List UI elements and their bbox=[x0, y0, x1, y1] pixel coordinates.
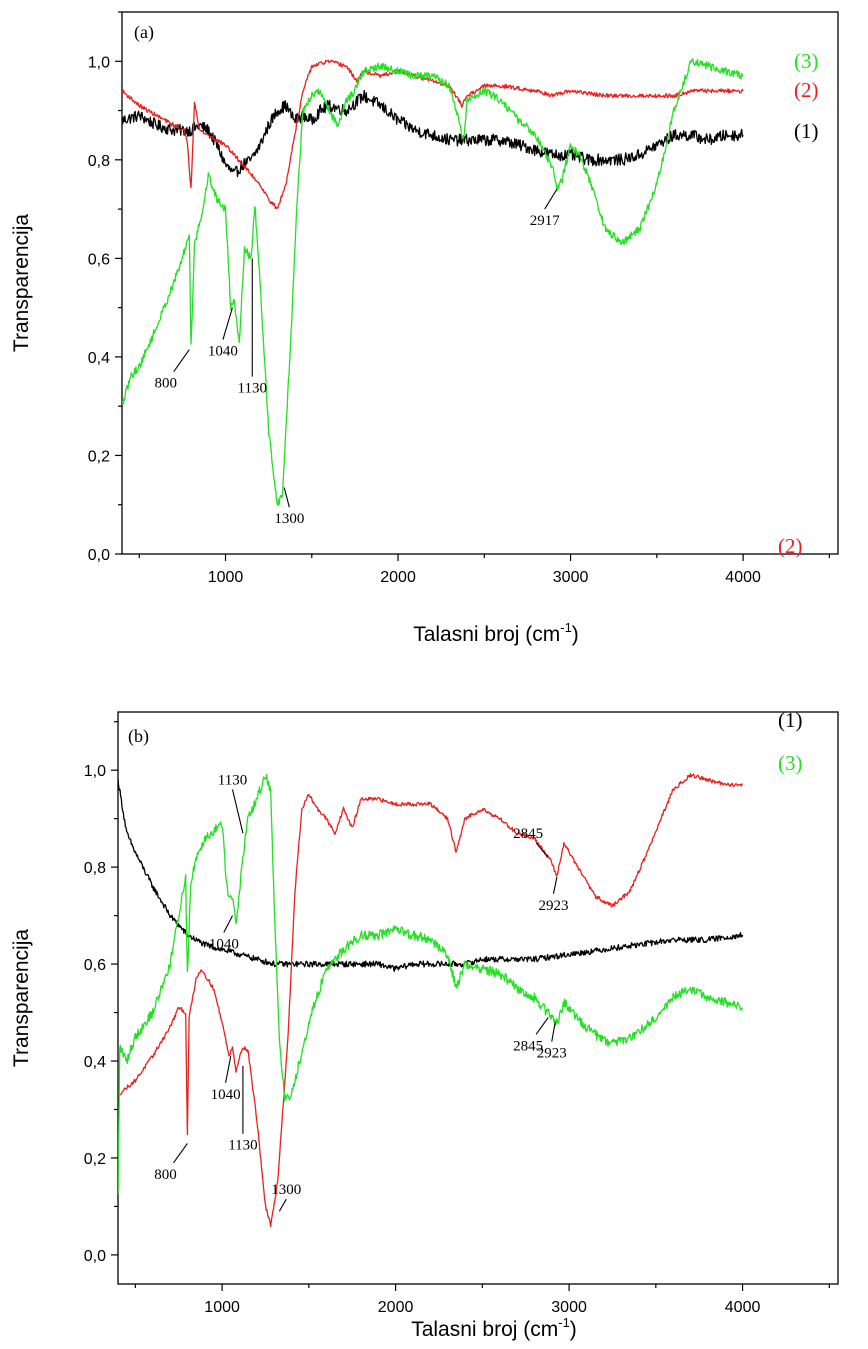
series-line-2 bbox=[118, 774, 743, 1227]
chart-panel-b: 1000 2000 3000 4000 0,0 0,2 0,4 0,6 0,8 1,0 Talasn… bbox=[10, 534, 838, 1341]
y-tick-label: 0,4 bbox=[84, 1054, 106, 1071]
x-axis-title-text: Talasni broj (cm bbox=[413, 623, 560, 646]
x-axis-title-end: ) bbox=[570, 1318, 577, 1341]
annotation-label: 800 bbox=[155, 376, 178, 392]
x-axis-title-sup: -1 bbox=[558, 1315, 570, 1330]
annotation-label: 1040 bbox=[209, 937, 239, 953]
annotation-leader bbox=[226, 1056, 231, 1083]
x-axis-title-text: Talasni broj (cm bbox=[411, 1318, 558, 1341]
annotation-leader bbox=[174, 350, 190, 372]
x-tick-label: 2000 bbox=[380, 569, 416, 586]
x-axis-title-end: ) bbox=[572, 623, 579, 646]
annotation-leader bbox=[552, 1022, 555, 1041]
annotation-label: 1130 bbox=[238, 381, 267, 397]
x-axis-title: Talasni broj (cm-1) bbox=[411, 1315, 577, 1341]
series-label-1: (1) bbox=[778, 708, 803, 732]
annotation-label: 1130 bbox=[218, 773, 247, 789]
annotation-label: 1040 bbox=[208, 344, 238, 360]
x-axis-title: Talasni broj (cm-1) bbox=[413, 620, 579, 646]
series-label-3: (3) bbox=[778, 751, 803, 775]
annotation-leader bbox=[224, 916, 233, 933]
annotation-label: 1040 bbox=[211, 1087, 241, 1103]
annotation-leader bbox=[553, 877, 556, 894]
panel-label: (b) bbox=[128, 726, 149, 747]
annotation-label: 1300 bbox=[271, 1182, 301, 1198]
annotation-label: 2923 bbox=[537, 1046, 567, 1062]
annotation-leader bbox=[536, 843, 548, 858]
x-axis-title-sup: -1 bbox=[560, 620, 572, 635]
annotation-label: 2845 bbox=[513, 826, 543, 842]
y-tick-label: 1,0 bbox=[84, 763, 106, 780]
annotation-leader bbox=[223, 308, 232, 340]
annotation-label: 2917 bbox=[530, 213, 561, 229]
y-tick-label: 0,6 bbox=[88, 251, 110, 268]
y-axis-title: Transparencija bbox=[10, 929, 33, 1067]
x-tick-label: 4000 bbox=[725, 1299, 761, 1316]
annotation-leader bbox=[174, 1143, 188, 1162]
x-tick-label: 1000 bbox=[204, 1299, 240, 1316]
panel-label: (a) bbox=[134, 22, 154, 43]
series-label-1: (1) bbox=[794, 119, 819, 143]
annotation-leader bbox=[233, 790, 243, 834]
chart-panel-a: 1000 2000 3000 4000 0,0 0,2 0,4 0,6 0,8 1,0 Talasn… bbox=[10, 12, 838, 646]
series-label-3: (3) bbox=[794, 49, 819, 73]
y-tick-label: 0,8 bbox=[88, 153, 110, 170]
y-tick-label: 0,2 bbox=[84, 1151, 106, 1168]
y-axis-title: Transparencija bbox=[10, 214, 33, 352]
series-group bbox=[122, 59, 743, 506]
annotation-leader bbox=[279, 1199, 286, 1211]
x-tick-label: 3000 bbox=[553, 569, 589, 586]
annotation-label: 1300 bbox=[274, 511, 304, 527]
x-tick-label: 1000 bbox=[208, 569, 244, 586]
series-label-2: (2) bbox=[794, 78, 819, 102]
series-line-3 bbox=[118, 774, 743, 1194]
y-tick-label: 1,0 bbox=[88, 54, 110, 71]
plot-frame bbox=[118, 712, 838, 1284]
series-line-3 bbox=[122, 59, 743, 506]
x-tick-label: 4000 bbox=[725, 569, 761, 586]
y-tick-label: 0,8 bbox=[84, 860, 106, 877]
y-tick-label: 0,0 bbox=[84, 1248, 106, 1265]
annotation-leader bbox=[536, 1017, 548, 1034]
series-group bbox=[118, 774, 743, 1227]
y-tick-label: 0,6 bbox=[84, 957, 106, 974]
series-label-2: (2) bbox=[778, 534, 803, 558]
y-tick-label: 0,2 bbox=[88, 448, 110, 465]
y-tick-label: 0,0 bbox=[88, 547, 110, 564]
annotation-label: 800 bbox=[154, 1167, 177, 1183]
annotation-label: 2923 bbox=[538, 898, 568, 914]
x-tick-label: 2000 bbox=[378, 1299, 414, 1316]
series-line-1 bbox=[122, 91, 743, 177]
annotation-leader bbox=[284, 487, 289, 507]
annotation-leader bbox=[545, 189, 557, 209]
y-tick-label: 0,4 bbox=[88, 350, 110, 367]
annotation-label: 1130 bbox=[228, 1138, 257, 1154]
x-tick-label: 3000 bbox=[551, 1299, 587, 1316]
